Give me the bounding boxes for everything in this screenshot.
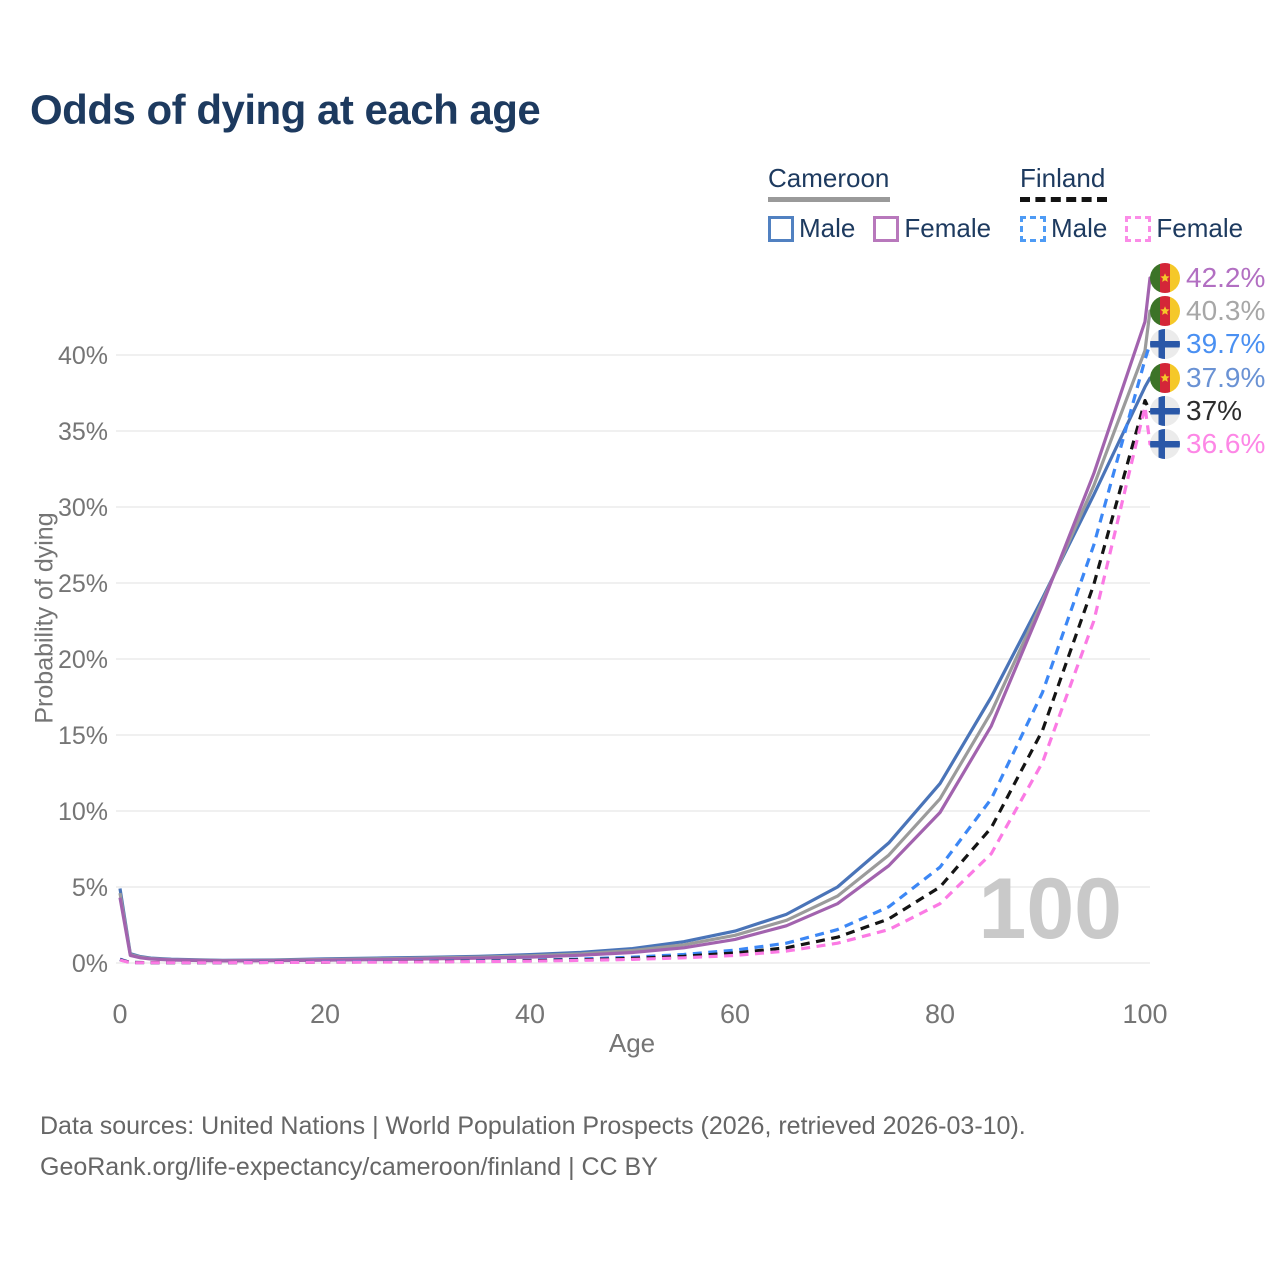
legend-label-finland-male[interactable]: Male bbox=[1051, 213, 1108, 243]
x-tick-label: 60 bbox=[720, 999, 750, 1029]
age-indicator-watermark: 100 bbox=[978, 861, 1123, 957]
end-label-finland-male: 39.7% bbox=[1150, 328, 1265, 360]
x-tick-label: 80 bbox=[925, 999, 955, 1029]
legend-country-finland: Finland bbox=[1020, 163, 1106, 193]
legend-swatch-finland-female[interactable] bbox=[1125, 215, 1152, 242]
end-label-value: 36.6% bbox=[1186, 428, 1266, 459]
finland-flag-icon bbox=[1150, 329, 1180, 359]
end-label-finland-all: 37% bbox=[1150, 395, 1242, 427]
x-tick-label: 40 bbox=[515, 999, 545, 1029]
cameroon-flag-icon bbox=[1150, 363, 1180, 393]
footer: Data sources: United Nations | World Pop… bbox=[40, 1106, 1026, 1188]
end-label-value: 40.3% bbox=[1186, 295, 1266, 326]
end-label-value: 39.7% bbox=[1186, 328, 1266, 359]
legend-finland-line-sample bbox=[1020, 197, 1107, 202]
finland-flag-icon bbox=[1150, 396, 1180, 426]
y-tick-label: 10% bbox=[58, 798, 108, 826]
y-axis-title: Probability of dying bbox=[30, 512, 59, 724]
x-tick-label: 20 bbox=[310, 999, 340, 1029]
finland-flag-icon bbox=[1150, 429, 1180, 459]
legend-group-cameroon: Cameroon Male Female bbox=[768, 163, 991, 244]
end-label-cameroon-all: 40.3% bbox=[1150, 295, 1265, 327]
x-axis-title: Age bbox=[608, 1028, 656, 1058]
y-tick-label: 0% bbox=[72, 950, 108, 978]
legend-swatch-cameroon-female[interactable] bbox=[873, 215, 900, 242]
footer-data-sources: Data sources: United Nations | World Pop… bbox=[40, 1112, 1026, 1140]
y-tick-label: 30% bbox=[58, 494, 108, 522]
cameroon-flag-icon bbox=[1150, 296, 1180, 326]
cameroon-flag-icon bbox=[1150, 263, 1180, 293]
legend-label-finland-female[interactable]: Female bbox=[1156, 213, 1244, 243]
y-tick-label: 25% bbox=[58, 570, 108, 598]
y-tick-label: 15% bbox=[58, 722, 108, 750]
series-line-cameroon-female bbox=[118, 276, 1155, 963]
end-label-cameroon-female: 42.2% bbox=[1150, 262, 1265, 294]
y-tick-label: 40% bbox=[58, 342, 108, 370]
legend-swatch-cameroon-male[interactable] bbox=[768, 215, 794, 242]
y-tick-label: 20% bbox=[58, 646, 108, 674]
legend-label-cameroon-female[interactable]: Female bbox=[904, 213, 992, 243]
end-label-value: 37% bbox=[1186, 395, 1243, 426]
series-line-finland-female bbox=[119, 405, 1155, 965]
legend-label-cameroon-male[interactable]: Male bbox=[799, 213, 856, 243]
end-label-value: 42.2% bbox=[1186, 262, 1266, 293]
legend-country-cameroon: Cameroon bbox=[768, 163, 890, 193]
x-tick-label: 0 bbox=[112, 999, 127, 1029]
legend-swatch-finland-male[interactable] bbox=[1020, 215, 1046, 242]
legend-cameroon-line-sample bbox=[768, 197, 890, 202]
y-tick-label: 35% bbox=[58, 418, 108, 446]
end-label-value: 37.9% bbox=[1186, 362, 1266, 393]
end-label-cameroon-male: 37.9% bbox=[1150, 362, 1265, 394]
end-label-finland-female: 36.6% bbox=[1150, 428, 1265, 460]
footer-attribution-link[interactable]: GeoRank.org/life-expectancy/cameroon/fin… bbox=[40, 1153, 658, 1181]
legend-group-finland: Finland Male Female bbox=[1020, 163, 1243, 244]
page-title: Odds of dying at each age bbox=[30, 86, 541, 133]
x-tick-label: 100 bbox=[1122, 999, 1167, 1029]
y-tick-label: 5% bbox=[72, 874, 108, 902]
